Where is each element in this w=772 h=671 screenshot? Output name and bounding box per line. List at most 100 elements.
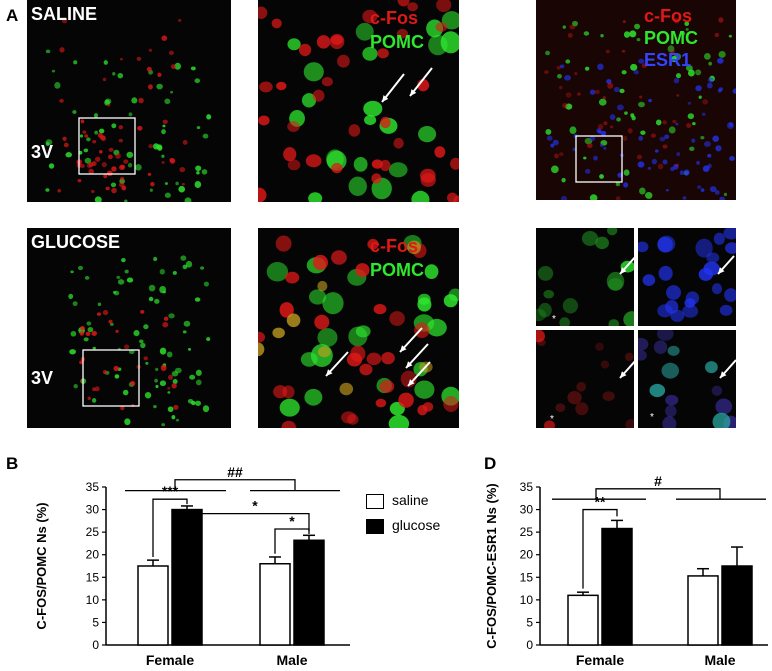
cell bbox=[362, 46, 378, 61]
cell bbox=[373, 303, 387, 315]
cell bbox=[136, 56, 142, 61]
cell bbox=[605, 49, 610, 54]
cell bbox=[63, 142, 69, 148]
pomc-channel-cells: * bbox=[536, 228, 634, 326]
cell bbox=[545, 128, 552, 135]
cell bbox=[575, 402, 589, 416]
cell bbox=[555, 403, 566, 413]
cfos-label: c-Fos bbox=[370, 236, 419, 256]
cell bbox=[651, 158, 657, 165]
cell bbox=[146, 66, 152, 72]
roi-box bbox=[78, 117, 136, 175]
cell bbox=[728, 34, 732, 38]
cell bbox=[565, 92, 572, 98]
cell bbox=[622, 20, 626, 24]
cell bbox=[117, 279, 125, 285]
cell bbox=[206, 114, 212, 120]
cell bbox=[619, 88, 625, 94]
y-tick-label: 20 bbox=[86, 548, 100, 562]
cell bbox=[559, 86, 563, 90]
bar-saline bbox=[259, 562, 291, 646]
cell bbox=[86, 321, 92, 326]
cell bbox=[72, 301, 78, 307]
arrow-icon bbox=[399, 327, 423, 353]
cell bbox=[709, 186, 717, 193]
error-bar bbox=[611, 519, 623, 529]
cell bbox=[195, 379, 202, 386]
cell bbox=[623, 182, 629, 188]
glucose-zoom-micrograph: c-Fos POMC bbox=[258, 228, 459, 428]
cell bbox=[443, 396, 459, 413]
cell bbox=[714, 190, 720, 195]
esr1-channel-micrograph bbox=[638, 228, 736, 326]
cell bbox=[171, 383, 177, 389]
cell bbox=[668, 126, 676, 134]
cell bbox=[102, 369, 108, 375]
cell bbox=[314, 314, 330, 330]
cell bbox=[167, 386, 171, 390]
cell bbox=[275, 235, 292, 252]
cell bbox=[633, 69, 639, 75]
cell bbox=[115, 153, 121, 159]
cell bbox=[124, 344, 130, 350]
cell bbox=[714, 32, 720, 38]
cell bbox=[711, 283, 723, 295]
cell bbox=[450, 157, 459, 170]
cell bbox=[367, 238, 379, 250]
cell bbox=[701, 112, 706, 116]
cell bbox=[417, 297, 432, 312]
cell bbox=[658, 265, 673, 281]
cell bbox=[589, 136, 596, 142]
cell bbox=[544, 420, 555, 428]
cell bbox=[609, 114, 616, 121]
cell bbox=[719, 304, 733, 316]
cell bbox=[564, 75, 572, 81]
cell bbox=[600, 34, 604, 38]
chart-b-canvas: 0 5 10 15 20 25 30 35 C-FOS/POMC Ns (%) Female Mal… bbox=[34, 464, 350, 668]
cfos-label: c-Fos bbox=[370, 8, 419, 28]
cell bbox=[673, 164, 679, 170]
cell bbox=[665, 404, 677, 418]
cell bbox=[183, 320, 191, 327]
cell bbox=[576, 381, 587, 392]
cell bbox=[718, 51, 726, 58]
cell bbox=[397, 0, 410, 7]
cell bbox=[638, 241, 649, 253]
cell bbox=[163, 316, 169, 321]
cell bbox=[674, 53, 682, 61]
cell bbox=[560, 195, 568, 200]
x-tick-label: Female bbox=[576, 652, 624, 666]
cell bbox=[723, 228, 736, 240]
cell bbox=[638, 337, 649, 351]
cell bbox=[706, 82, 713, 89]
cell bbox=[682, 304, 699, 318]
cell bbox=[703, 141, 711, 147]
cell bbox=[162, 290, 166, 294]
cell bbox=[126, 151, 134, 158]
merged-channel-micrograph: * bbox=[638, 330, 736, 428]
cell bbox=[154, 298, 160, 304]
cell bbox=[115, 329, 119, 333]
cell bbox=[194, 297, 201, 302]
cell bbox=[447, 192, 458, 202]
cell bbox=[562, 102, 568, 109]
cell bbox=[621, 70, 627, 75]
sex-difference-label: ## bbox=[227, 464, 243, 480]
cell bbox=[161, 154, 165, 158]
cell bbox=[91, 161, 97, 167]
triple-label-cells bbox=[544, 17, 736, 200]
cell bbox=[164, 98, 171, 104]
cell bbox=[200, 266, 205, 270]
cell bbox=[122, 389, 129, 396]
cell bbox=[84, 134, 89, 138]
y-tick-label: 35 bbox=[520, 480, 534, 494]
cell bbox=[168, 313, 175, 319]
cell bbox=[599, 143, 604, 148]
cell bbox=[174, 367, 182, 374]
cell bbox=[156, 83, 163, 90]
cell bbox=[723, 192, 728, 197]
cell bbox=[584, 66, 590, 71]
cell bbox=[172, 379, 178, 385]
cell bbox=[85, 331, 91, 337]
cell bbox=[173, 404, 179, 410]
